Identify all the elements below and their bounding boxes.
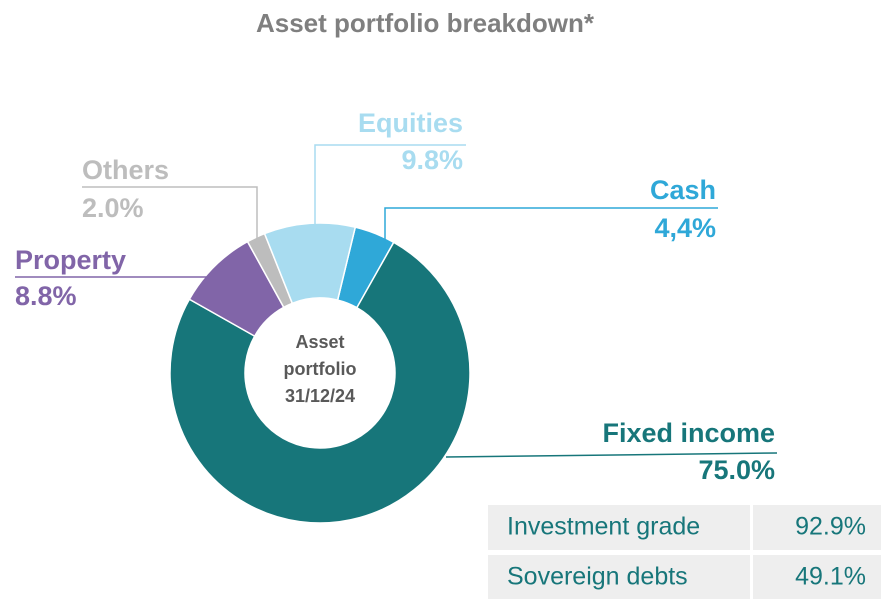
leader-line xyxy=(445,452,778,458)
leader-line xyxy=(314,144,466,228)
category-label: Cash xyxy=(650,175,716,205)
category-label: Fixed income xyxy=(602,418,775,448)
table-row-bg xyxy=(488,555,881,600)
table-cell: 49.1% xyxy=(795,563,866,591)
chart-title: Asset portfolio breakdown* xyxy=(256,8,595,38)
value-label: 75.0% xyxy=(698,455,775,485)
value-label: 2.0% xyxy=(82,193,144,223)
category-label: Property xyxy=(15,245,126,275)
table-cell: Investment grade xyxy=(507,513,700,541)
value-label: 9.8% xyxy=(401,145,463,175)
table-cell: Sovereign debts xyxy=(507,563,688,591)
leader-line xyxy=(82,186,258,240)
category-label: Others xyxy=(82,155,169,185)
center-label: portfolio xyxy=(284,359,357,379)
value-label: 8.8% xyxy=(15,281,77,311)
center-label: Asset xyxy=(295,332,344,352)
table-cell-divider xyxy=(750,555,753,600)
table-row-bg xyxy=(488,505,881,550)
leader-line xyxy=(384,207,718,246)
table-cell-divider xyxy=(750,505,753,550)
table-cell: 92.9% xyxy=(795,513,866,541)
category-label: Equities xyxy=(358,108,463,138)
center-label: 31/12/24 xyxy=(285,386,355,406)
value-label: 4,4% xyxy=(654,213,716,243)
donut-slice xyxy=(263,222,357,305)
donut-slice xyxy=(169,241,471,524)
